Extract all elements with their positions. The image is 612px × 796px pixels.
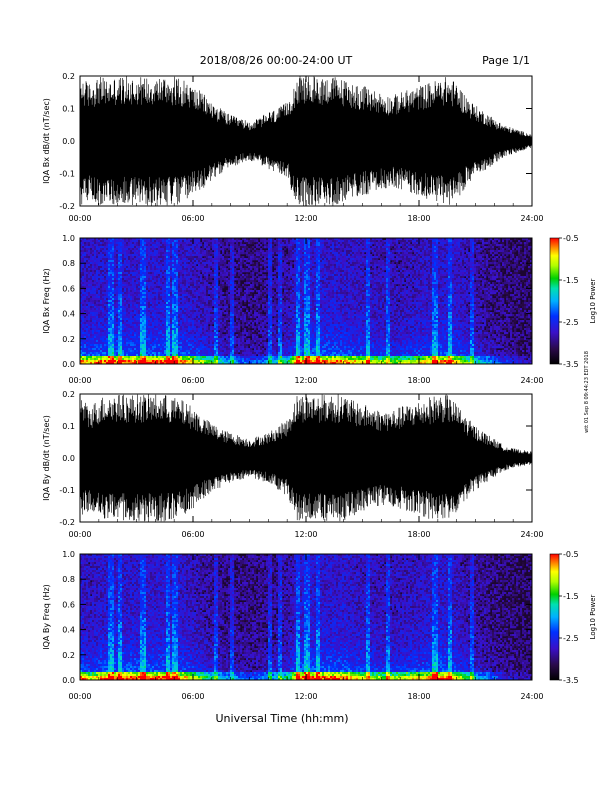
panel-3-colorbar-tick-label: -1.5 bbox=[563, 592, 579, 601]
panel-3-xtick-label: 00:00 bbox=[68, 692, 91, 701]
panel-3-colorbar-tick-label: -2.5 bbox=[563, 634, 579, 643]
panel-1-ylabel: IQA Bx Freq (Hz) bbox=[42, 268, 51, 334]
figure-title: 2018/08/26 00:00-24:00 UT bbox=[200, 54, 353, 67]
panel-1-xtick-label: 06:00 bbox=[181, 376, 204, 385]
panel-1-colorbar-tick-label: -3.5 bbox=[563, 360, 579, 369]
panel-0: 00:00 06:00 12:00 18:00 24:00 0.2 0.1 0.0 -0.1 -0… bbox=[42, 72, 544, 223]
panel-3-ytick-label: 0.2 bbox=[62, 651, 75, 660]
panel-2-trace bbox=[80, 394, 532, 522]
panel-0-ytick-label: -0.1 bbox=[59, 170, 75, 179]
panel-3-ytick-label: 0.6 bbox=[62, 600, 75, 609]
panel-3: -0.5 -1.5 -2.5 -3.5 Log10 Power 00:00 06:00 12:… bbox=[42, 550, 597, 701]
x-axis-label: Universal Time (hh:mm) bbox=[216, 712, 349, 725]
panel-1-colorbar-tick-label: -1.5 bbox=[563, 276, 579, 285]
panel-3-colorbar bbox=[550, 554, 559, 680]
panel-1-ytick-label: 0.0 bbox=[62, 360, 75, 369]
panel-0-xtick-label: 12:00 bbox=[294, 214, 317, 223]
panels: 00:00 06:00 12:00 18:00 24:00 0.2 0.1 0.0 -0.1 -0… bbox=[42, 72, 597, 701]
panel-2-xtick-label: 24:00 bbox=[520, 530, 543, 539]
panel-1-xtick-label: 18:00 bbox=[407, 376, 430, 385]
page-indicator: Page 1/1 bbox=[482, 54, 530, 67]
panel-1-colorbar-tick-label: -0.5 bbox=[563, 234, 579, 243]
panel-2: 00:00 06:00 12:00 18:00 24:00 0.2 0.1 0.0 -0.1 -0… bbox=[42, 390, 544, 539]
panel-1: -0.5 -1.5 -2.5 -3.5 Log10 Power 00:00 06:00 12:… bbox=[42, 234, 597, 385]
panel-1-colorbar-tick-label: -2.5 bbox=[563, 318, 579, 327]
panel-0-ylabel: IQA Bx dB/dt (nT/sec) bbox=[42, 98, 51, 184]
panel-3-ylabel: IQA By Freq (Hz) bbox=[42, 584, 51, 650]
panel-2-ylabel: IQA By dB/dt (nT/sec) bbox=[42, 415, 51, 501]
panel-0-xtick-label: 06:00 bbox=[181, 214, 204, 223]
panel-3-xtick-label: 12:00 bbox=[294, 692, 317, 701]
panel-3-xtick-label: 18:00 bbox=[407, 692, 430, 701]
panel-3-ytick-label: 0.4 bbox=[62, 626, 75, 635]
panel-0-ytick-label: 0.1 bbox=[62, 105, 75, 114]
panel-2-xtick-label: 12:00 bbox=[294, 530, 317, 539]
panel-3-xtick-label: 24:00 bbox=[520, 692, 543, 701]
panel-2-ytick-label: -0.1 bbox=[59, 486, 75, 495]
panel-1-ytick-label: 0.2 bbox=[62, 335, 75, 344]
panel-2-xtick-label: 06:00 bbox=[181, 530, 204, 539]
panel-1-ytick-label: 0.4 bbox=[62, 310, 75, 319]
panel-0-ytick-label: 0.2 bbox=[62, 72, 75, 81]
panel-3-ytick-label: 0.8 bbox=[62, 575, 75, 584]
panel-2-xtick-label: 18:00 bbox=[407, 530, 430, 539]
panel-1-xtick-label: 12:00 bbox=[294, 376, 317, 385]
panel-0-trace bbox=[80, 76, 532, 206]
side-note: wtt 01 Sep 8 09:44:23 EDT 2018 bbox=[584, 351, 590, 433]
panel-3-heatmap bbox=[80, 554, 532, 680]
panel-3-ytick-label: 0.0 bbox=[62, 676, 75, 685]
panel-1-xtick-label: 24:00 bbox=[520, 376, 543, 385]
panel-2-xtick-label: 00:00 bbox=[68, 530, 91, 539]
panel-3-xtick-label: 06:00 bbox=[181, 692, 204, 701]
panel-0-ytick-label: 0.0 bbox=[62, 137, 75, 146]
panel-1-ytick-label: 0.6 bbox=[62, 284, 75, 293]
panel-0-xtick-label: 24:00 bbox=[520, 214, 543, 223]
panel-2-ytick-label: 0.0 bbox=[62, 454, 75, 463]
panel-3-colorbar-tick-label: -0.5 bbox=[563, 550, 579, 559]
panel-0-xtick-label: 18:00 bbox=[407, 214, 430, 223]
panel-1-ytick-label: 1.0 bbox=[62, 234, 75, 243]
panel-2-ytick-label: 0.1 bbox=[62, 422, 75, 431]
panel-1-colorbar bbox=[550, 238, 559, 364]
panel-2-ytick-label: -0.2 bbox=[59, 518, 75, 527]
panel-1-colorbar-label: Log10 Power bbox=[589, 278, 597, 323]
panel-2-ytick-label: 0.2 bbox=[62, 390, 75, 399]
panel-1-heatmap bbox=[80, 238, 532, 364]
panel-3-colorbar-label: Log10 Power bbox=[589, 594, 597, 639]
panel-1-ytick-label: 0.8 bbox=[62, 259, 75, 268]
panel-0-xtick-label: 00:00 bbox=[68, 214, 91, 223]
panel-3-ytick-label: 1.0 bbox=[62, 550, 75, 559]
panel-3-colorbar-tick-label: -3.5 bbox=[563, 676, 579, 685]
panel-0-ytick-label: -0.2 bbox=[59, 202, 75, 211]
panel-1-xtick-label: 00:00 bbox=[68, 376, 91, 385]
